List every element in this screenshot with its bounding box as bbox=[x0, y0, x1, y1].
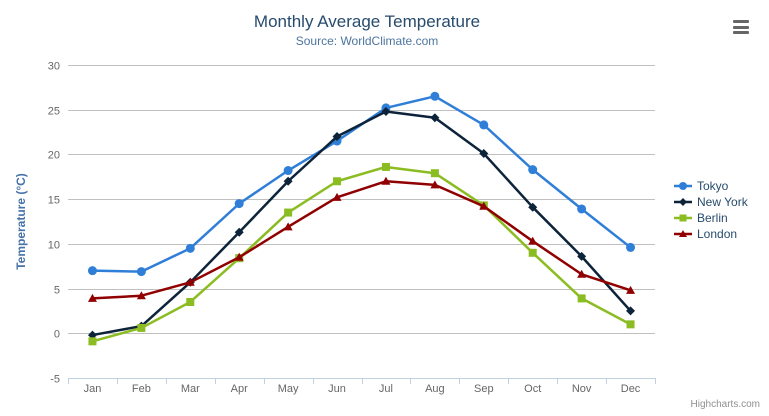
x-axis-label: Jan bbox=[84, 383, 102, 395]
y-axis-label: 25 bbox=[48, 106, 60, 118]
triangle-marker bbox=[430, 180, 440, 189]
legend-item-berlin[interactable]: Berlin bbox=[674, 211, 728, 225]
square-marker bbox=[679, 214, 687, 222]
legend-label: London bbox=[697, 227, 737, 241]
square-marker bbox=[626, 320, 635, 329]
diamond-marker bbox=[577, 251, 587, 261]
x-axis-label: Apr bbox=[231, 383, 248, 395]
square-marker bbox=[381, 162, 390, 171]
circle-marker bbox=[430, 91, 440, 101]
circle-marker bbox=[626, 242, 636, 252]
legend-item-new-york[interactable]: New York bbox=[674, 195, 749, 209]
legend-item-tokyo[interactable]: Tokyo bbox=[674, 179, 729, 193]
diamond-marker bbox=[528, 202, 538, 212]
series-line bbox=[91, 110, 632, 337]
square-marker bbox=[88, 337, 97, 346]
y-axis-label: 10 bbox=[48, 240, 60, 252]
hamburger-icon bbox=[733, 20, 749, 23]
circle-marker bbox=[234, 199, 244, 209]
hamburger-icon bbox=[733, 25, 749, 29]
legend-label: Tokyo bbox=[697, 179, 729, 193]
triangle-marker bbox=[577, 269, 587, 278]
triangle-marker bbox=[136, 291, 146, 300]
triangle-marker bbox=[185, 277, 195, 286]
triangle-marker bbox=[479, 201, 489, 210]
legend-label: New York bbox=[697, 195, 749, 209]
x-axis-label: May bbox=[278, 383, 299, 395]
diamond-marker bbox=[332, 132, 342, 142]
circle-marker bbox=[577, 204, 587, 214]
y-axis-label: -5 bbox=[50, 374, 60, 386]
circle-marker bbox=[283, 166, 293, 176]
square-marker bbox=[430, 169, 439, 178]
y-axis-label: 30 bbox=[48, 61, 60, 73]
x-axis-label: Mar bbox=[181, 383, 200, 395]
diamond-marker bbox=[626, 306, 636, 316]
chart-subtitle: Source: WorldClimate.com bbox=[295, 34, 439, 48]
triangle-marker bbox=[679, 230, 687, 237]
y-axis-label: 5 bbox=[54, 285, 60, 297]
square-marker bbox=[577, 294, 586, 303]
export-menu-button[interactable] bbox=[733, 20, 749, 34]
y-axis-label: 0 bbox=[54, 329, 60, 341]
series-new-york bbox=[87, 107, 636, 340]
series-line bbox=[91, 180, 632, 300]
triangle-marker bbox=[87, 293, 97, 302]
y-axis-title: Temperature (°C) bbox=[14, 173, 28, 270]
x-axis-label: Jul bbox=[379, 383, 393, 395]
legend-label: Berlin bbox=[697, 211, 728, 225]
x-axis-label: Aug bbox=[425, 383, 445, 395]
diamond-marker bbox=[430, 113, 440, 123]
circle-marker bbox=[136, 267, 146, 277]
series-line bbox=[91, 165, 632, 343]
x-axis-label: Nov bbox=[572, 383, 592, 395]
y-axis-label: 15 bbox=[48, 195, 60, 207]
y-axis-label: 20 bbox=[48, 150, 60, 162]
square-marker bbox=[137, 323, 146, 332]
triangle-marker bbox=[332, 192, 342, 201]
x-axis-label: Sep bbox=[474, 383, 494, 395]
square-marker bbox=[186, 297, 195, 306]
triangle-marker bbox=[283, 222, 293, 231]
square-marker bbox=[528, 248, 537, 257]
diamond-marker bbox=[87, 330, 97, 340]
legend: Tokyo New York Berlin London bbox=[674, 179, 749, 241]
x-axis-label: Oct bbox=[524, 383, 541, 395]
square-marker bbox=[333, 177, 342, 186]
triangle-marker bbox=[528, 236, 538, 245]
legend-item-london[interactable]: London bbox=[674, 227, 737, 241]
x-axis-label: Dec bbox=[621, 383, 641, 395]
chart-title: Monthly Average Temperature bbox=[253, 12, 481, 31]
hamburger-icon bbox=[733, 31, 749, 34]
circle-marker bbox=[87, 266, 97, 276]
x-axis-label: Jun bbox=[328, 383, 346, 395]
credits-link[interactable]: Highcharts.com bbox=[690, 399, 760, 410]
series-tokyo bbox=[87, 91, 636, 277]
diamond-marker bbox=[479, 149, 489, 159]
diamond-marker bbox=[234, 227, 244, 237]
series-line bbox=[91, 95, 632, 273]
circle-marker bbox=[185, 243, 195, 253]
diamond-marker bbox=[381, 107, 391, 117]
triangle-marker bbox=[626, 285, 636, 294]
x-axis-label: Feb bbox=[132, 383, 151, 395]
triangle-marker bbox=[381, 176, 391, 185]
diamond-marker bbox=[283, 176, 293, 186]
series-london bbox=[87, 176, 636, 302]
square-marker bbox=[284, 208, 293, 217]
circle-marker bbox=[479, 120, 489, 130]
circle-marker bbox=[679, 182, 687, 190]
circle-marker bbox=[528, 165, 538, 175]
diamond-marker bbox=[679, 198, 687, 206]
triangle-marker bbox=[234, 252, 244, 261]
